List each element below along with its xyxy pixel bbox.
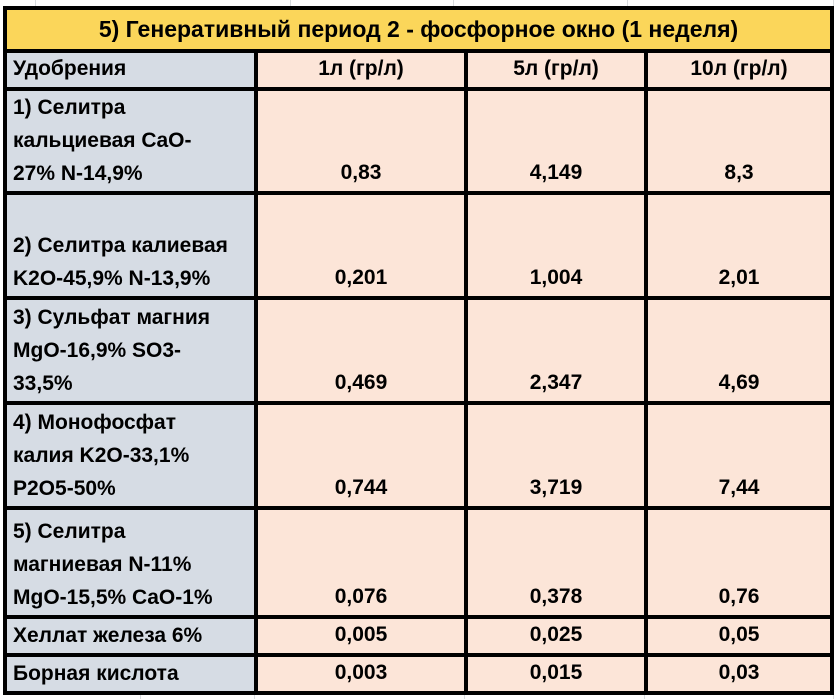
sheet-gridline — [140, 692, 141, 699]
header-1l[interactable]: 1л (гр/л) — [254, 49, 468, 91]
dose-10l-cell[interactable]: 0,03 — [644, 653, 834, 695]
fertilizer-name-cell[interactable]: 3) Сульфат магния MgO-16,9% SO3- 33,5% — [3, 296, 258, 405]
dose-1l-cell[interactable]: 0,744 — [254, 401, 468, 510]
fertilizer-name-cell[interactable]: 2) Селитра калиевая K2O-45,9% N-13,9% — [3, 191, 258, 300]
sheet-gridline — [644, 692, 645, 699]
sheet-gridline — [453, 0, 454, 7]
sheet-gridline — [35, 0, 36, 7]
dose-1l-cell[interactable]: 0,076 — [254, 506, 468, 619]
table-header-row: Удобрения 1л (гр/л) 5л (гр/л) 10л (гр/л) — [3, 49, 834, 91]
table-row: 1) Селитра кальциевая CaO- 27% N-14,9% 0… — [3, 87, 834, 195]
fertilizer-name-cell[interactable]: 4) Монофосфат калия K2O-33,1% P2O5-50% — [3, 401, 258, 510]
dose-1l-cell[interactable]: 0,201 — [254, 191, 468, 300]
dose-5l-cell[interactable]: 0,378 — [464, 506, 648, 619]
sheet-gridline — [627, 0, 628, 7]
table-row: 3) Сульфат магния MgO-16,9% SO3- 33,5% 0… — [3, 296, 834, 405]
dose-5l-cell[interactable]: 1,004 — [464, 191, 648, 300]
dose-5l-cell[interactable]: 0,015 — [464, 653, 648, 695]
dose-10l-cell[interactable]: 0,05 — [644, 615, 834, 657]
dose-1l-cell[interactable]: 0,003 — [254, 653, 468, 695]
dose-5l-cell[interactable]: 0,025 — [464, 615, 648, 657]
fertilizer-name-cell[interactable]: Хеллат железа 6% — [3, 615, 258, 657]
table-row: Хеллат железа 6% 0,005 0,025 0,05 — [3, 615, 834, 657]
dose-10l-cell[interactable]: 8,3 — [644, 87, 834, 195]
sheet-gridline — [254, 692, 255, 699]
dose-5l-cell[interactable]: 2,347 — [464, 296, 648, 405]
table-row: 2) Селитра калиевая K2O-45,9% N-13,9% 0,… — [3, 191, 834, 300]
fertilizer-name-cell[interactable]: 1) Селитра кальциевая CaO- 27% N-14,9% — [3, 87, 258, 195]
header-10l[interactable]: 10л (гр/л) — [644, 49, 834, 91]
fertilizer-name-cell[interactable]: 5) Селитра магниевая N-11% MgO-15,5% CaO… — [3, 506, 258, 619]
dose-10l-cell[interactable]: 2,01 — [644, 191, 834, 300]
sheet-gridline — [833, 0, 834, 699]
table-row: 4) Монофосфат калия K2O-33,1% P2O5-50% 0… — [3, 401, 834, 510]
dose-10l-cell[interactable]: 4,69 — [644, 296, 834, 405]
fertilizer-dosage-table: 5) Генеративный период 2 - фосфорное окн… — [3, 6, 834, 695]
header-fertilizers[interactable]: Удобрения — [3, 49, 258, 91]
dose-5l-cell[interactable]: 3,719 — [464, 401, 648, 510]
table-row: 5) Селитра магниевая N-11% MgO-15,5% CaO… — [3, 506, 834, 619]
dose-5l-cell[interactable]: 4,149 — [464, 87, 648, 195]
dose-1l-cell[interactable]: 0,005 — [254, 615, 468, 657]
table-row: Борная кислота 0,003 0,015 0,03 — [3, 653, 834, 695]
fertilizer-name-cell[interactable]: Борная кислота — [3, 653, 258, 695]
dose-10l-cell[interactable]: 0,76 — [644, 506, 834, 619]
dose-1l-cell[interactable]: 0,469 — [254, 296, 468, 405]
dose-1l-cell[interactable]: 0,83 — [254, 87, 468, 195]
table-title-cell[interactable]: 5) Генеративный период 2 - фосфорное окн… — [3, 6, 834, 53]
sheet-gridline — [290, 0, 291, 7]
sheet-gridline — [464, 692, 465, 699]
header-5l[interactable]: 5л (гр/л) — [464, 49, 648, 91]
table-title-row: 5) Генеративный период 2 - фосфорное окн… — [3, 6, 834, 53]
dose-10l-cell[interactable]: 7,44 — [644, 401, 834, 510]
